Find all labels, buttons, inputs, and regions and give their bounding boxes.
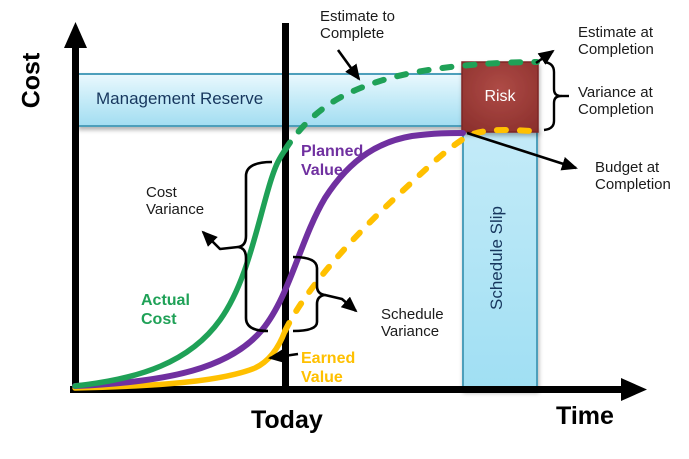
variance-at-completion-label: Variance at Completion [578, 84, 654, 119]
planned-value-label: Planned Value [301, 143, 364, 179]
estimate-to-complete-arrow [336, 49, 361, 81]
estimate-at-completion-arrow [535, 49, 555, 65]
risk-label: Risk [484, 88, 516, 105]
schedule-slip-label: Schedule Slip [487, 206, 506, 310]
x-axis-arrow-icon [621, 378, 647, 401]
cost-variance-label: Cost Variance [146, 184, 205, 219]
y-axis [72, 42, 79, 393]
management-reserve-label: Management Reserve [96, 89, 264, 108]
y-axis-arrow-icon [64, 22, 87, 48]
management-reserve-band [77, 73, 464, 127]
x-axis [70, 386, 626, 393]
variance-at-completion-brace [543, 60, 563, 132]
actual-cost-curve [72, 147, 288, 389]
estimate-to-complete-label: Estimate to Complete [320, 8, 396, 43]
schedule-variance-label: Schedule Variance [381, 306, 444, 341]
estimate-at-completion-label: Estimate at Completion [578, 24, 654, 59]
earned-value-projection-curve [282, 127, 540, 334]
today-line [282, 23, 289, 389]
x-axis-label: Time [556, 402, 614, 430]
budget-at-completion-arrow [466, 131, 578, 171]
budget-at-completion-label: Budget at Completion [595, 159, 671, 194]
earned-value-label: Earned Value [301, 350, 356, 386]
planned-value-curve [72, 130, 466, 389]
y-axis-label: Cost [17, 52, 46, 109]
today-label: Today [251, 406, 323, 434]
earned-value-arrow [268, 349, 299, 363]
estimate-to-complete-curve [282, 59, 540, 153]
cost-variance-arrow [201, 230, 239, 251]
schedule-slip-band [462, 127, 538, 390]
actual-cost-label: Actual Cost [141, 292, 190, 328]
schedule-variance-arrow [324, 293, 358, 313]
